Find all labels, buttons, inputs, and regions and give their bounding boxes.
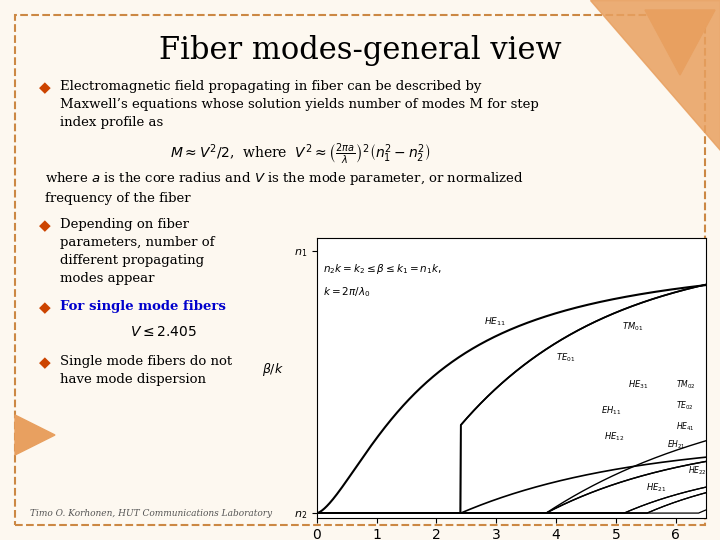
Text: ◆: ◆ xyxy=(39,355,51,370)
Text: $HE_{31}$: $HE_{31}$ xyxy=(628,378,648,390)
Text: $HE_{22}$: $HE_{22}$ xyxy=(688,465,706,477)
Text: For single mode fibers: For single mode fibers xyxy=(60,300,226,313)
Text: Depending on fiber
parameters, number of
different propagating
modes appear: Depending on fiber parameters, number of… xyxy=(60,218,215,285)
Polygon shape xyxy=(15,415,55,455)
Text: Timo O. Korhonen, HUT Communications Laboratory: Timo O. Korhonen, HUT Communications Lab… xyxy=(30,509,272,518)
Polygon shape xyxy=(590,0,720,150)
Text: $EH_{21}$: $EH_{21}$ xyxy=(667,438,685,451)
Text: $TE_{02}$: $TE_{02}$ xyxy=(675,399,693,411)
Text: $M \approx V^2/2$,  where  $V^2 \approx \left(\frac{2\pi a}{\lambda}\right)^2\le: $M \approx V^2/2$, where $V^2 \approx \l… xyxy=(170,142,430,167)
Text: $k = 2\pi / \lambda_0$: $k = 2\pi / \lambda_0$ xyxy=(323,285,370,299)
Text: Single mode fibers do not
have mode dispersion: Single mode fibers do not have mode disp… xyxy=(60,355,232,386)
Text: $TE_{01}$: $TE_{01}$ xyxy=(556,352,575,365)
Text: $HE_{12}$: $HE_{12}$ xyxy=(604,431,624,443)
Text: $n_2 k = k_2 \leq \beta \leq k_1 = n_1 k,$: $n_2 k = k_2 \leq \beta \leq k_1 = n_1 k… xyxy=(323,262,441,276)
Text: Fiber modes-general view: Fiber modes-general view xyxy=(158,35,562,66)
Text: $TM_{01}$: $TM_{01}$ xyxy=(622,320,643,333)
Polygon shape xyxy=(645,10,715,75)
Text: $HE_{21}$: $HE_{21}$ xyxy=(646,482,666,494)
FancyBboxPatch shape xyxy=(15,15,705,525)
Text: $HE_{41}$: $HE_{41}$ xyxy=(675,420,695,433)
Text: ◆: ◆ xyxy=(39,218,51,233)
Text: $TM_{02}$: $TM_{02}$ xyxy=(675,378,696,390)
Y-axis label: $\beta/k$: $\beta/k$ xyxy=(262,361,284,378)
Text: $V \leq 2.405$: $V \leq 2.405$ xyxy=(130,325,197,339)
Text: ◆: ◆ xyxy=(39,80,51,95)
Text: where $a$ is the core radius and $V$ is the mode parameter, or normalized
freque: where $a$ is the core radius and $V$ is … xyxy=(45,170,523,205)
Text: $HE_{11}$: $HE_{11}$ xyxy=(485,315,506,328)
Text: $EH_{11}$: $EH_{11}$ xyxy=(601,404,621,417)
Text: Electromagnetic field propagating in fiber can be described by
Maxwell’s equatio: Electromagnetic field propagating in fib… xyxy=(60,80,539,129)
Text: ◆: ◆ xyxy=(39,300,51,315)
